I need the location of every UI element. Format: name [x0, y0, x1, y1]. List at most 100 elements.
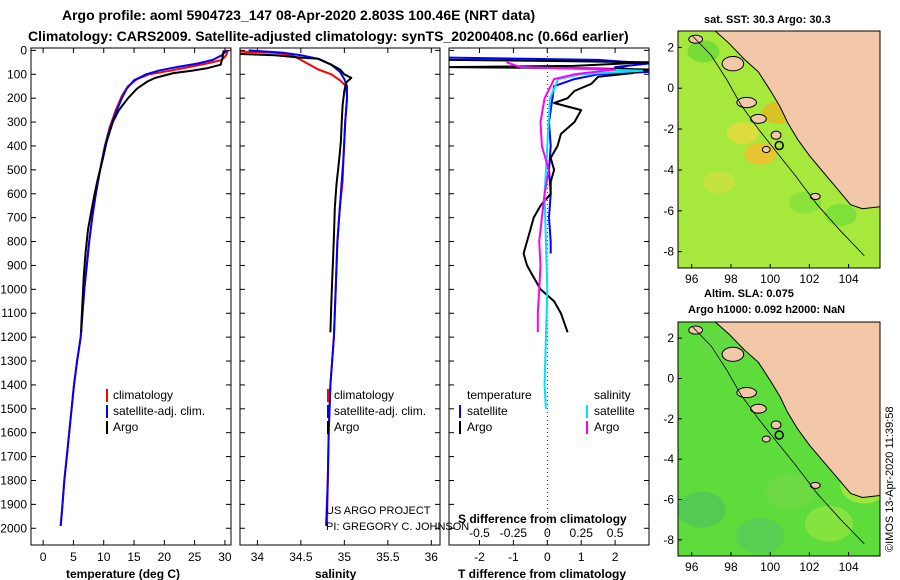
lon-tick-label: 96	[685, 560, 699, 574]
legend-title-salinity: salinity	[594, 388, 631, 402]
x-tick-label: -1	[508, 550, 519, 564]
lon-tick-label: 100	[760, 560, 780, 574]
x-tick-label: 25	[188, 550, 202, 564]
temperature-axis-label: temperature (deg C)	[66, 567, 180, 580]
depth-tick-label: 1700	[0, 450, 27, 464]
depth-tick-label: 1200	[0, 330, 27, 344]
legend-title-temperature: temperature	[467, 388, 532, 402]
island	[809, 481, 821, 489]
series-line-climatology	[59, 50, 229, 526]
x-tick-label: 0	[40, 550, 47, 564]
s-tick-label: -0.25	[500, 526, 528, 540]
imos-timestamp: ©IMOS 13-Apr-2020 11:39:58	[884, 407, 896, 552]
depth-tick-label: 800	[7, 235, 27, 249]
legend-label-t-argo: Argo	[467, 420, 493, 434]
sst-anomaly-patch	[726, 122, 759, 145]
x-tick-label: 2	[612, 550, 619, 564]
series-line-t-satellite	[449, 56, 649, 254]
lat-tick-label: -4	[663, 163, 674, 177]
argo-float-marker	[774, 140, 784, 151]
legend-label-climatology: climatology	[113, 388, 173, 402]
lat-tick-label: 2	[667, 331, 674, 345]
sla-map-subtitle: Argo h1000: 0.092 h2000: NaN	[688, 304, 845, 316]
x-tick-label: -2	[474, 550, 485, 564]
lat-tick-label: -8	[663, 245, 674, 259]
depth-tick-label: 1000	[0, 282, 27, 296]
temperature-legend: climatology satellite-adj. clim. Argo	[106, 388, 205, 434]
lat-tick-label: -2	[663, 122, 674, 136]
lat-tick-label: -4	[663, 452, 674, 466]
depth-tick-label: 400	[7, 139, 27, 153]
x-tick-label: 5	[70, 550, 77, 564]
legend-label-s-satellite: satellite	[594, 404, 635, 418]
x-tick-label: 1	[578, 550, 585, 564]
legend-label-t-satellite: satellite	[467, 404, 508, 418]
lon-tick-label: 98	[724, 272, 738, 286]
legend-label-satellite-adj: satellite-adj. clim.	[334, 404, 426, 418]
x-tick-label: 15	[127, 550, 141, 564]
depth-axis: 0 100 200 300 400 500 600 700 800 900 1000 1100 1200…	[0, 43, 27, 535]
depth-tick-label: 2000	[0, 521, 27, 535]
sla-anomaly-patch	[736, 517, 785, 554]
sst-anomaly-patch	[824, 203, 857, 226]
salinity-panel: 34 34.5 35 35.5 36	[239, 47, 441, 564]
lat-tick-label: -8	[663, 533, 674, 547]
bathymetry-contour	[691, 34, 865, 256]
lon-tick-label: 104	[839, 272, 859, 286]
panel-frame	[30, 47, 232, 546]
island	[761, 145, 771, 154]
x-tick-label: 34.5	[289, 550, 313, 564]
depth-tick-label: 1100	[1, 306, 27, 320]
island	[721, 56, 745, 72]
sla-anomaly-patch	[765, 473, 814, 510]
depth-tick-label: 1800	[0, 473, 27, 487]
argo-float-marker	[774, 430, 784, 440]
depth-tick-label: 700	[7, 211, 27, 225]
x-tick-label: 36	[425, 550, 439, 564]
lon-tick-label: 102	[799, 560, 819, 574]
s-tick-label: 0.5	[607, 526, 624, 540]
series-line-s-satellite	[520, 66, 644, 409]
panel-frame	[448, 47, 650, 546]
lon-tick-label: 104	[839, 560, 859, 574]
x-tick-label: 10	[97, 550, 111, 564]
bathymetry-contour	[691, 325, 865, 545]
island	[736, 96, 757, 109]
lat-tick-label: -2	[663, 412, 674, 426]
depth-tick-label: 1900	[0, 497, 27, 511]
depth-tick-label: 1500	[0, 402, 27, 416]
lat-tick-label: -6	[663, 493, 674, 507]
sst-anomaly-patch	[703, 171, 736, 194]
lat-tick-label: -6	[663, 204, 674, 218]
panel-frame	[239, 47, 441, 546]
legend-label-s-argo: Argo	[594, 420, 620, 434]
island	[721, 346, 745, 362]
lat-tick-label: 2	[667, 40, 674, 54]
project-credit: US ARGO PROJECT	[326, 505, 431, 517]
x-tick-label: 35.5	[376, 550, 400, 564]
island	[761, 435, 771, 443]
sla-map-title: Altim. SLA: 0.075	[704, 288, 794, 300]
t-difference-axis-label: T difference from climatology	[458, 567, 626, 580]
depth-tick-label: 0	[20, 43, 27, 57]
series-line-s-argo	[506, 61, 617, 333]
depth-tick-label: 100	[7, 67, 27, 81]
pi-credit: PI: GREGORY C. JOHNSON	[326, 521, 469, 533]
lat-tick-label: 0	[667, 371, 674, 385]
lon-tick-label: 98	[724, 560, 738, 574]
sst-map-title: sat. SST: 30.3 Argo: 30.3	[704, 14, 831, 26]
depth-tick-label: 600	[7, 187, 27, 201]
sst-map: 96 98 100 102 104 2 0 -2 -4 -6 -8	[663, 30, 881, 286]
salinity-legend: climatology satellite-adj. clim. Argo	[327, 388, 426, 434]
depth-tick-label: 300	[7, 115, 27, 129]
x-tick-label: 0	[544, 550, 551, 564]
legend-label-argo: Argo	[334, 420, 360, 434]
depth-tick-label: 1400	[0, 378, 27, 392]
lat-tick-label: 0	[667, 81, 674, 95]
depth-tick-label: 1300	[0, 354, 27, 368]
lon-tick-label: 102	[799, 272, 819, 286]
title-line-2: Climatology: CARS2009. Satellite-adjuste…	[28, 28, 629, 44]
sumatra-landmass	[678, 322, 880, 499]
sst-anomaly-patch	[687, 40, 720, 63]
